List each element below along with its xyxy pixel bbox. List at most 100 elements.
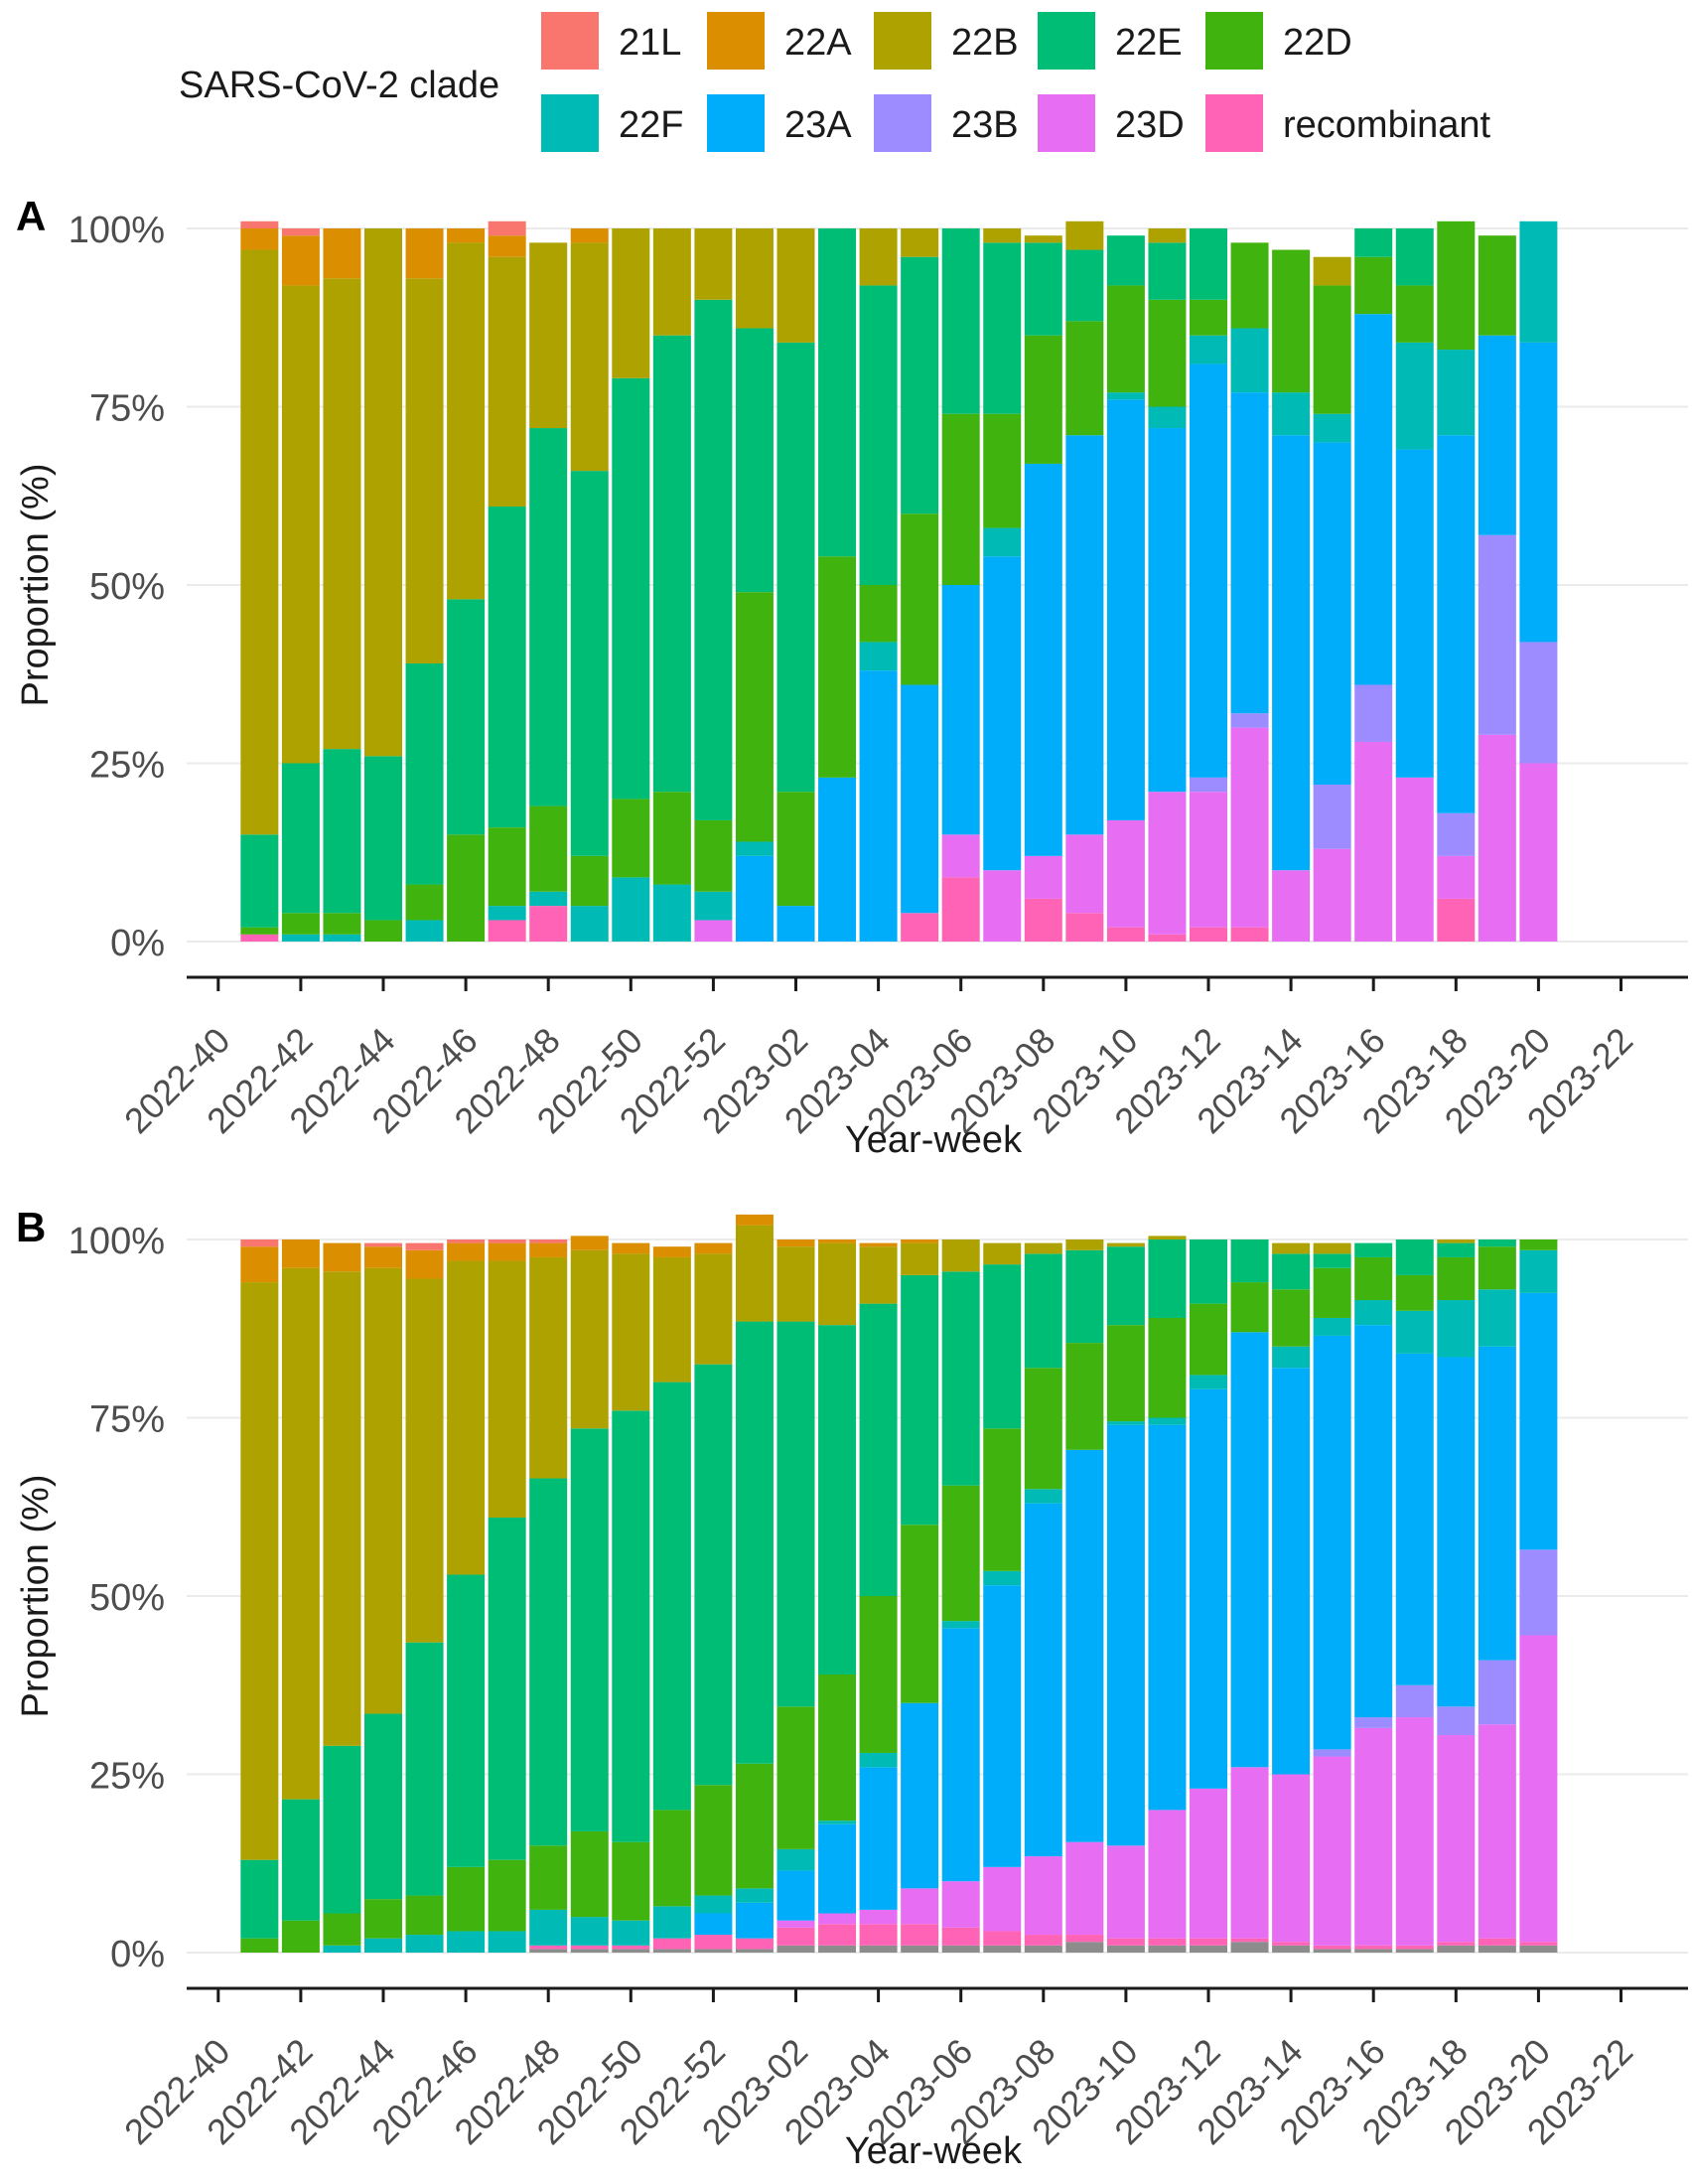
panel-label: A	[16, 193, 46, 239]
bar-segment-22A-2023-01	[735, 1214, 774, 1226]
bar-segment-22D-2023-10	[1106, 1325, 1145, 1422]
bar-segment-23D-2023-14	[1272, 1774, 1311, 1943]
bar-segment-23A-2023-05	[901, 1702, 939, 1889]
bar-segment-22B-2022-45	[405, 1278, 444, 1643]
bar-segment-22B-2022-49	[570, 1249, 609, 1429]
bar-segment-23A-2023-09	[1065, 435, 1104, 835]
bar-segment-22F-2023-01	[735, 1888, 774, 1903]
bar-segment-22E-2023-01	[735, 1321, 774, 1764]
bar-segment-22E-2022-50	[612, 1410, 650, 1842]
bar-segment-22A-2022-42	[281, 1239, 320, 1268]
bar-segment-22B-2023-10	[1106, 1242, 1145, 1247]
bar-segment-23A-2023-20	[1519, 1292, 1558, 1550]
bar-segment-23D-2023-16	[1354, 1727, 1393, 1946]
bar-segment-23D-2023-06	[941, 1881, 980, 1928]
bar-segment-23A-2023-02	[776, 1870, 815, 1921]
bar-segment-23A-2023-06	[941, 1628, 980, 1882]
bar-segment-22D-2023-16	[1354, 256, 1393, 315]
bar-segment-22A-2022-44	[364, 1246, 402, 1268]
bar-segment-23A-2023-18	[1437, 1357, 1476, 1707]
bar-segment-other-2023-04	[859, 1945, 898, 1953]
y-tick-label: 25%	[89, 745, 165, 787]
bar-segment-22D-2022-44	[364, 1899, 402, 1939]
bar-segment-23A-2023-20	[1519, 342, 1558, 643]
bar-segment-23D-2023-09	[1065, 834, 1104, 914]
bar-segment-23D-2023-03	[818, 1913, 857, 1925]
bar-segment-other-2023-15	[1313, 1949, 1351, 1953]
bar-segment-22D-2022-41	[240, 927, 279, 935]
bar-segment-22F-2022-43	[323, 1945, 361, 1953]
bar-segment-22E-2022-43	[323, 1745, 361, 1914]
bar-segment-23A-2023-10	[1106, 1424, 1145, 1846]
bar-segment-22F-2022-42	[281, 934, 320, 942]
bar-segment-23B-2023-12	[1190, 777, 1227, 793]
bar-segment-recombinant-2023-18	[1437, 1942, 1476, 1946]
bar-segment-recombinant-2023-07	[983, 1931, 1022, 1946]
bar-segment-23B-2023-19	[1478, 1660, 1516, 1725]
bar-segment-22A-2022-42	[281, 235, 320, 286]
bar-segment-22E-2023-06	[941, 228, 980, 414]
bar-segment-23A-2023-07	[983, 556, 1022, 871]
bar-segment-22A-2022-52	[694, 1242, 733, 1254]
bar-segment-22F-2023-15	[1313, 1317, 1351, 1336]
bar-segment-22F-2022-50	[612, 877, 650, 942]
bar-segment-23B-2023-20	[1519, 642, 1558, 764]
bar-segment-22D-2023-08	[1024, 335, 1062, 464]
bar-segment-22F-2023-15	[1313, 413, 1351, 443]
bar-segment-recombinant-2023-06	[941, 1927, 980, 1946]
bar-segment-22D-2023-13	[1230, 242, 1269, 329]
bar-segment-22B-2023-04	[859, 228, 898, 286]
bar-segment-22F-2023-11	[1148, 406, 1187, 429]
bar-segment-other-2023-11	[1148, 1945, 1187, 1953]
bar-segment-22F-2022-43	[323, 934, 361, 942]
bar-segment-22D-2022-50	[612, 1841, 650, 1921]
bar-segment-21L-2022-46	[447, 1239, 486, 1243]
bar-segment-23D-2023-14	[1272, 870, 1311, 942]
bar-segment-22E-2022-50	[612, 377, 650, 800]
bars	[240, 220, 1558, 942]
bar-segment-22D-2022-47	[488, 1859, 526, 1932]
bar-segment-21L-2022-42	[281, 228, 320, 236]
bar-segment-recombinant-2023-17	[1395, 1945, 1434, 1950]
bar-segment-21L-2022-48	[529, 1239, 568, 1243]
bar-segment-22F-2022-47	[488, 1931, 526, 1953]
bar-segment-23D-2023-10	[1106, 1845, 1145, 1939]
bar-segment-22B-2022-44	[364, 228, 402, 757]
bar-segment-22D-2022-46	[447, 1866, 486, 1932]
bar-segment-23A-2023-06	[941, 585, 980, 835]
legend-swatch-22E	[1038, 12, 1095, 70]
bar-segment-22B-2022-48	[529, 1256, 568, 1479]
bar-segment-23B-2023-18	[1437, 1706, 1476, 1736]
bar-segment-23D-2023-15	[1313, 1756, 1351, 1946]
bar-segment-22B-2023-05	[901, 228, 939, 257]
bar-segment-22D-2022-49	[570, 1830, 609, 1918]
bar-segment-22F-2023-06	[941, 1621, 980, 1629]
bar-segment-22E-2023-10	[1106, 1246, 1145, 1326]
bar-segment-22E-2023-01	[735, 328, 774, 593]
bar-segment-22E-2023-16	[1354, 228, 1393, 257]
bar-segment-22B-2022-51	[652, 228, 691, 336]
bar-segment-23A-2023-11	[1148, 428, 1187, 793]
bar-segment-22B-2022-47	[488, 1260, 526, 1519]
bar-segment-22D-2023-03	[818, 556, 857, 778]
bar-segment-22D-2023-12	[1190, 299, 1227, 336]
x-axis-title: Year-week	[845, 1119, 1023, 1161]
bar-segment-22E-2023-03	[818, 1325, 857, 1674]
bar-segment-22A-2022-49	[570, 228, 609, 243]
bar-segment-22E-2023-14	[1272, 1253, 1311, 1290]
bar-segment-22F-2022-45	[405, 1935, 444, 1953]
bar-segment-23A-2023-19	[1478, 1346, 1516, 1661]
bar-segment-23B-2023-20	[1519, 1549, 1558, 1636]
bar-segment-22F-2023-03	[818, 1820, 857, 1824]
bar-segment-22F-2022-45	[405, 920, 444, 942]
bar-segment-22E-2023-15	[1313, 1253, 1351, 1268]
bar-segment-22F-2023-04	[859, 642, 898, 671]
bar-segment-22E-2023-10	[1106, 235, 1145, 286]
bar-segment-other-2023-09	[1065, 1942, 1104, 1953]
bar-segment-22E-2022-44	[364, 756, 402, 921]
legend-title: SARS-CoV-2 clade	[179, 65, 499, 106]
bar-segment-21L-2022-45	[405, 1242, 444, 1250]
bar-segment-22A-2022-45	[405, 228, 444, 279]
legend-label-23A: 23A	[784, 104, 852, 146]
bar-segment-23D-2023-13	[1230, 1767, 1269, 1939]
